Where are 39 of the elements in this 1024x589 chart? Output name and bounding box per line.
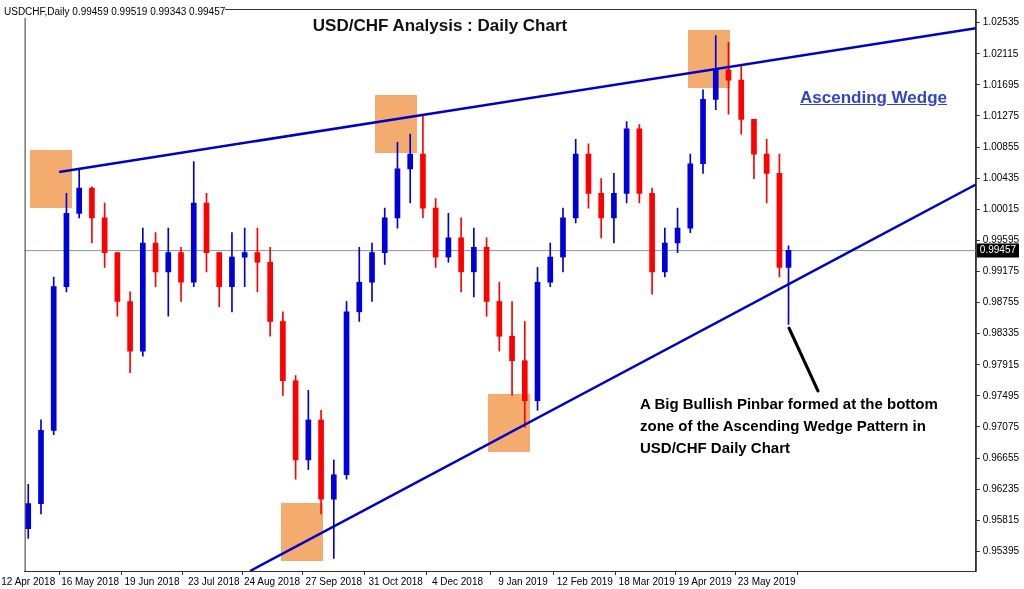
y-tick-label: 1.00435 [982,171,1020,183]
y-tick-label: 0.95815 [982,514,1020,526]
y-tick-label: 0.97915 [982,358,1020,370]
x-tick-label: 19 Apr 2019 [677,575,733,587]
y-tick-label: 1.02535 [982,16,1020,28]
y-tick-label: 1.01275 [982,109,1020,121]
y-tick-label: 1.02115 [982,47,1019,59]
candlestick [165,227,172,317]
y-tick-label: 0.98335 [982,327,1020,339]
chart-title: USD/CHF Analysis : Daily Chart [311,16,569,36]
x-tick-label: 23 Jul 2018 [187,575,241,587]
y-tick-label: 0.96235 [982,482,1020,494]
annotation: A Big Bullish Pinbar formed at the bottom zone of the Ascending Wedge Pattern in USD/CHF Daily Chart [640,394,939,458]
y-tick-label: 1.00855 [982,140,1020,152]
x-tick-label: 31 Oct 2018 [368,575,424,587]
x-tick-label: 24 Aug 2018 [243,575,301,587]
x-tick-label: 4 Dec 2018 [431,575,484,587]
x-tick-label: 19 Jun 2018 [124,575,180,587]
y-tick-label: 0.99595 [982,234,1020,246]
y-tick-label: 0.97495 [982,389,1020,401]
x-tick-label: 27 Sep 2018 [305,575,363,587]
x-tick-label: 18 Mar 2019 [618,575,676,587]
annotation: USDCHF,Daily 0.99459 0.99519 0.99343 0.99457 [4,6,226,18]
y-tick-label: 0.99175 [982,265,1020,277]
x-tick-label: 9 Jan 2019 [498,575,549,587]
y-tick-label: 0.97075 [982,420,1020,432]
candlestick [407,133,414,204]
y-tick-label: 1.00015 [982,203,1020,215]
x-tick-label: 16 May 2018 [61,575,120,587]
annotation: Ascending Wedge [800,88,948,108]
y-tick-label: 1.01695 [982,78,1020,90]
candlestick [241,227,248,287]
x-tick-label: 23 May 2019 [737,575,797,587]
y-tick-label: 0.98755 [982,296,1020,308]
x-tick-label: 12 Feb 2019 [556,575,614,587]
x-tick-label: 12 Apr 2018 [1,575,56,587]
y-tick-label: 0.96655 [982,451,1020,463]
ref-line-label: 0.99457 [979,244,1017,256]
y-tick-label: 0.95395 [982,545,1020,557]
